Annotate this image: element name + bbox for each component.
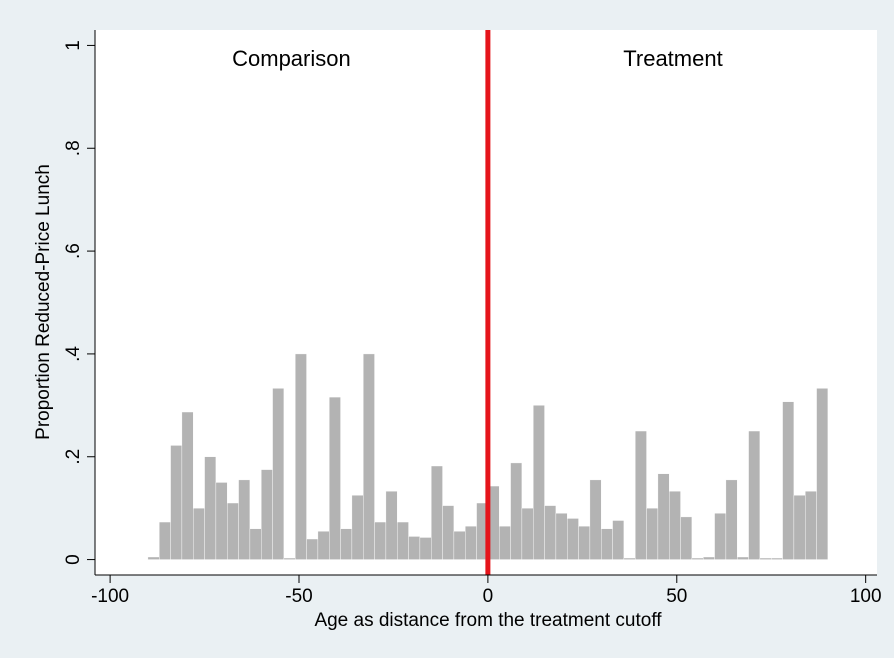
x-tick-label: -100 (91, 586, 129, 607)
y-tick-label: 1 (63, 40, 84, 51)
bar (442, 505, 455, 560)
bar (601, 528, 613, 560)
bar (567, 518, 579, 560)
annotation: Treatment (623, 46, 722, 71)
bar (408, 536, 421, 560)
bar (782, 401, 795, 560)
bar (238, 479, 251, 560)
bar (771, 557, 783, 560)
bar (646, 507, 659, 560)
bar (544, 505, 557, 560)
bar (657, 473, 670, 560)
bar (816, 388, 829, 560)
bar (261, 469, 273, 560)
bar (340, 528, 353, 560)
bar (510, 462, 523, 560)
annotation: Comparison (232, 46, 351, 71)
bar (227, 502, 239, 560)
y-tick-label: .2 (63, 449, 84, 465)
bar (680, 516, 693, 560)
bar (431, 465, 443, 560)
bar (374, 521, 387, 560)
bar (453, 531, 466, 560)
bar (635, 430, 647, 560)
bar (691, 557, 704, 560)
bar (147, 556, 160, 560)
bar (714, 513, 727, 560)
bar (306, 538, 319, 560)
bar (589, 479, 602, 560)
x-tick-label: 100 (850, 586, 882, 607)
x-axis-title: Age as distance from the treatment cutof… (314, 610, 662, 631)
bar (669, 490, 681, 560)
bar (363, 353, 375, 560)
bar (329, 396, 341, 560)
bar (249, 528, 262, 560)
bar (465, 525, 477, 560)
bar (272, 388, 285, 560)
bar (204, 456, 217, 560)
x-tick-label: -50 (285, 586, 312, 607)
x-tick-label: 0 (483, 586, 494, 607)
x-tick-label: 50 (666, 586, 687, 607)
bar (385, 490, 398, 560)
bar (703, 556, 715, 560)
bar (283, 557, 296, 560)
bar (215, 482, 228, 560)
bar (317, 531, 330, 560)
y-axis-title: Proportion Reduced-Price Lunch (33, 164, 54, 440)
y-tick-label: .8 (63, 140, 84, 156)
bar (181, 411, 194, 560)
bar (521, 507, 534, 560)
bar (805, 490, 817, 560)
bar (499, 525, 511, 560)
bar (159, 521, 171, 560)
y-tick-label: .4 (63, 346, 84, 362)
bar (759, 557, 772, 560)
bar (612, 520, 625, 560)
bar (623, 557, 636, 560)
y-tick-label: .6 (63, 243, 84, 259)
bar (555, 513, 568, 560)
bar (397, 521, 409, 560)
bar (533, 405, 545, 560)
bar (748, 430, 761, 560)
bar (725, 479, 738, 560)
bar (295, 353, 307, 560)
bar (419, 537, 432, 560)
y-tick-label: 0 (63, 554, 84, 565)
bar (737, 556, 749, 560)
bar (578, 525, 591, 560)
bar (193, 507, 205, 560)
bar (351, 495, 364, 560)
bar (793, 495, 806, 560)
bar (170, 445, 183, 560)
